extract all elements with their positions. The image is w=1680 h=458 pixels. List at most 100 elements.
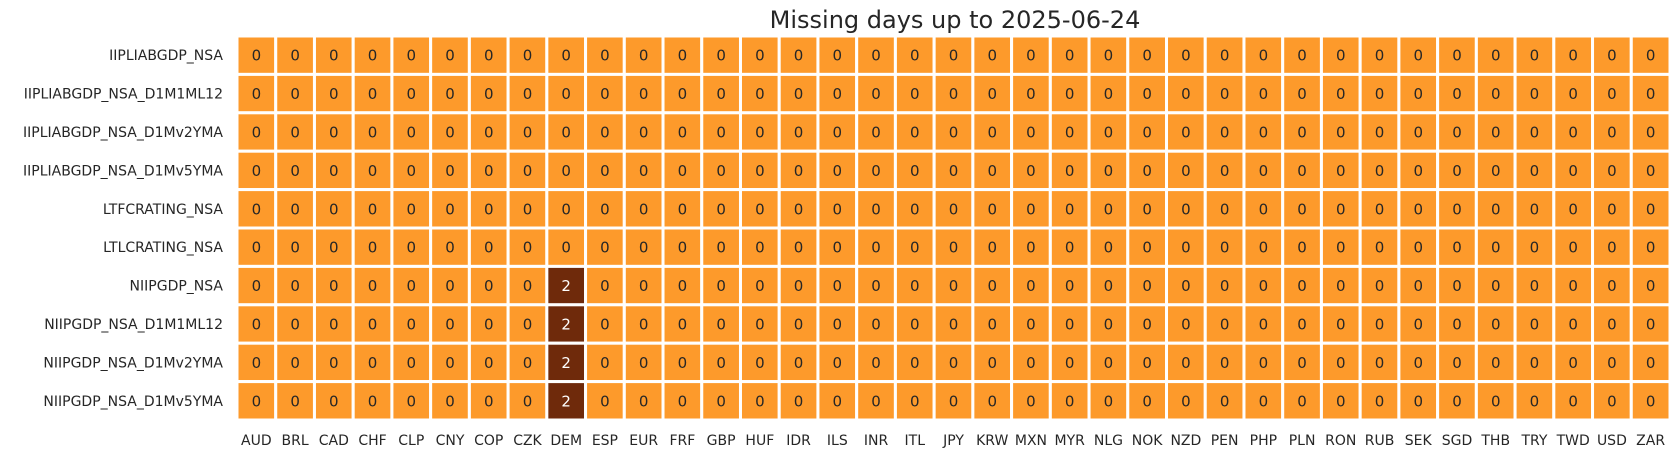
column-label: MYR [1055,433,1086,449]
cell-value-label: 0 [1491,354,1501,372]
row-label: IIPLIABGDP_NSA_D1Mv2YMA [23,125,223,141]
cell-value-label: 0 [871,354,881,372]
heatmap-cell [1436,303,1478,345]
cell-value-label: 0 [1297,200,1307,218]
cell-value-label: 0 [1297,277,1307,295]
cell-value-label: 0 [1413,85,1423,103]
cell-value-label: 0 [445,392,455,410]
cell-value-label: 0 [484,162,494,180]
cell-value-label: 0 [1375,85,1385,103]
cell-value-label: 0 [1568,124,1578,142]
row-label: IIPLIABGDP_NSA_D1Mv5YMA [23,163,223,179]
heatmap-cell [1242,226,1285,268]
cell-value-label: 0 [1491,47,1501,65]
cell-value-label: 0 [407,162,417,180]
heatmap-cell [1436,226,1478,268]
cell-value-label: 0 [1220,392,1230,410]
heatmap-cell [1591,34,1633,76]
cell-value-label: 0 [1336,85,1346,103]
heatmap-cell [738,264,781,307]
cell-value-label: 0 [1646,316,1656,334]
cell-value-label: 0 [1530,239,1540,257]
heatmap-cell [971,188,1014,230]
heatmap-cell [1552,380,1595,422]
column-label: RON [1325,433,1356,449]
cell-value-label: 0 [678,392,688,410]
chart-title: Missing days up to 2025-06-24 [770,6,1141,34]
heatmap-cell [816,303,859,345]
cell-value-label: 0 [445,85,455,103]
heatmap-cell [1591,226,1633,268]
heatmap-cell [429,226,471,268]
cell-value-label: 2 [561,316,571,334]
column-label: ITL [905,433,926,449]
heatmap-cell [1397,34,1440,76]
cell-value-label: 0 [523,200,533,218]
cell-value-label: 0 [523,392,533,410]
cell-value-label: 0 [1530,316,1540,334]
cell-value-label: 0 [794,354,804,372]
cell-value-label: 0 [871,200,881,218]
cell-value-label: 0 [949,200,959,218]
cell-value-label: 0 [833,85,843,103]
cell-value-label: 0 [1104,200,1114,218]
cell-value-label: 0 [910,47,920,65]
heatmap-cell [1048,72,1091,115]
cell-value-label: 0 [833,392,843,410]
cell-value-label: 0 [523,124,533,142]
cell-value-label: 0 [755,124,765,142]
cell-value-label: 0 [1065,277,1075,295]
cell-value-label: 0 [600,277,610,295]
cell-value-label: 0 [1181,354,1191,372]
cell-value-label: 0 [678,316,688,334]
cell-value-label: 0 [716,124,726,142]
cell-value-label: 0 [1259,162,1269,180]
cell-value-label: 0 [871,277,881,295]
cell-value-label: 0 [987,277,997,295]
cell-value-label: 0 [1375,124,1385,142]
cell-value-label: 0 [1259,392,1269,410]
heatmap-cell [1629,264,1672,307]
cell-value-label: 0 [523,162,533,180]
cell-value-label: 0 [368,239,378,257]
column-label: KRW [976,433,1008,449]
heatmap-cell [1165,264,1207,307]
cell-value-label: 0 [407,200,417,218]
heatmap-cell [932,34,975,76]
cell-value-label: 0 [290,277,300,295]
heatmap-cell [584,264,626,307]
row-label: IIPLIABGDP_NSA_D1M1ML12 [24,87,223,103]
cell-value-label: 0 [407,354,417,372]
cell-value-label: 0 [484,354,494,372]
cell-value-label: 0 [833,239,843,257]
cell-value-label: 0 [1646,392,1656,410]
cell-value-label: 0 [290,316,300,334]
cell-value-label: 0 [290,239,300,257]
cell-value-label: 0 [716,354,726,372]
cell-value-label: 0 [1452,162,1462,180]
cell-value-label: 0 [1452,200,1462,218]
cell-value-label: 0 [1568,239,1578,257]
cell-value-label: 0 [910,316,920,334]
cell-value-label: 0 [1259,124,1269,142]
cell-value-label: 0 [1142,392,1152,410]
column-label: NZD [1170,433,1201,449]
heatmap-cell [584,34,626,76]
cell-value-label: 0 [678,200,688,218]
cell-value-label: 0 [600,354,610,372]
cell-value-label: 0 [1104,85,1114,103]
cell-value-label: 0 [484,124,494,142]
cell-value-label: 0 [445,162,455,180]
cell-value-label: 0 [252,124,262,142]
cell-value-label: 0 [523,239,533,257]
cell-value-label: 0 [1259,354,1269,372]
heatmap-cell [1358,111,1401,153]
cell-value-label: 0 [252,162,262,180]
cell-value-label: 0 [1026,239,1036,257]
cell-value-label: 0 [368,85,378,103]
heatmap-cell [1629,341,1672,384]
cell-value-label: 0 [600,124,610,142]
cell-value-label: 0 [1646,162,1656,180]
heatmap-cell [467,380,510,422]
